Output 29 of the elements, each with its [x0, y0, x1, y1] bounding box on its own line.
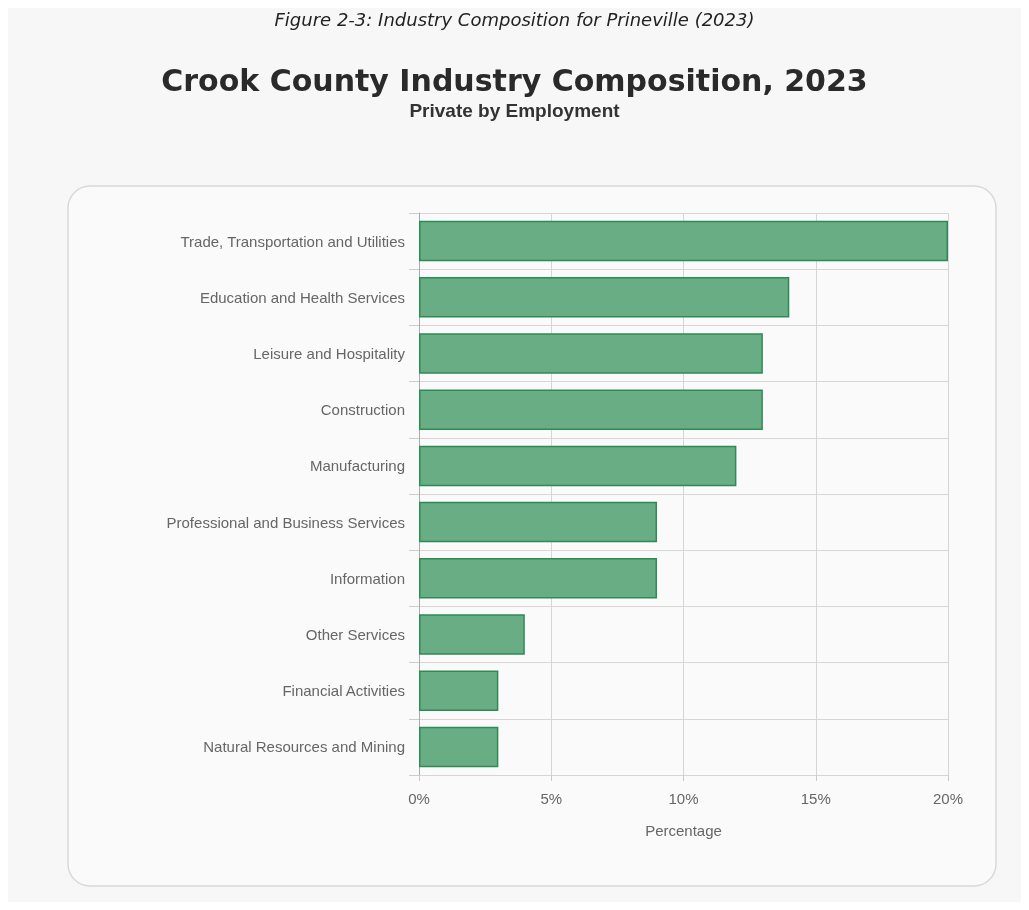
- bar: [419, 501, 658, 543]
- y-tick-label: Trade, Transportation and Utilities: [180, 232, 405, 250]
- bar: [419, 333, 763, 374]
- y-tick-label: Professional and Business Services: [166, 513, 405, 531]
- chart-title: Crook County Industry Composition, 2023: [161, 62, 868, 98]
- caption: Figure 2-3: Industry Composition for Prineville (2023): [274, 8, 755, 30]
- y-tick-label: Information: [329, 569, 405, 587]
- chart-subtitle: Private by Employment: [409, 100, 621, 121]
- bar: [419, 445, 737, 487]
- y-tick-label: Other Services: [305, 626, 405, 643]
- y-tick-label: Natural Resources and Mining: [203, 738, 405, 756]
- bar: [419, 726, 499, 768]
- bar: [419, 277, 790, 318]
- x-tick-label: 15%: [800, 790, 831, 807]
- bar: [419, 614, 525, 655]
- y-tick-label: Education and Health Services: [199, 288, 405, 306]
- bar: [419, 389, 763, 430]
- x-tick-label: 0%: [408, 790, 430, 807]
- y-tick-label: Manufacturing: [309, 457, 405, 475]
- x-tick-label: 5%: [540, 790, 563, 807]
- bar: [419, 558, 658, 599]
- y-tick-label: Financial Activities: [282, 682, 405, 700]
- x-axis-title: Percentage: [645, 822, 722, 839]
- x-tick-label: 20%: [932, 790, 964, 807]
- bar: [419, 220, 948, 262]
- y-tick-label: Leisure and Hospitality: [253, 345, 406, 362]
- bar: [419, 670, 499, 711]
- y-tick-label: Construction: [320, 401, 405, 419]
- x-tick-label: 10%: [668, 790, 699, 807]
